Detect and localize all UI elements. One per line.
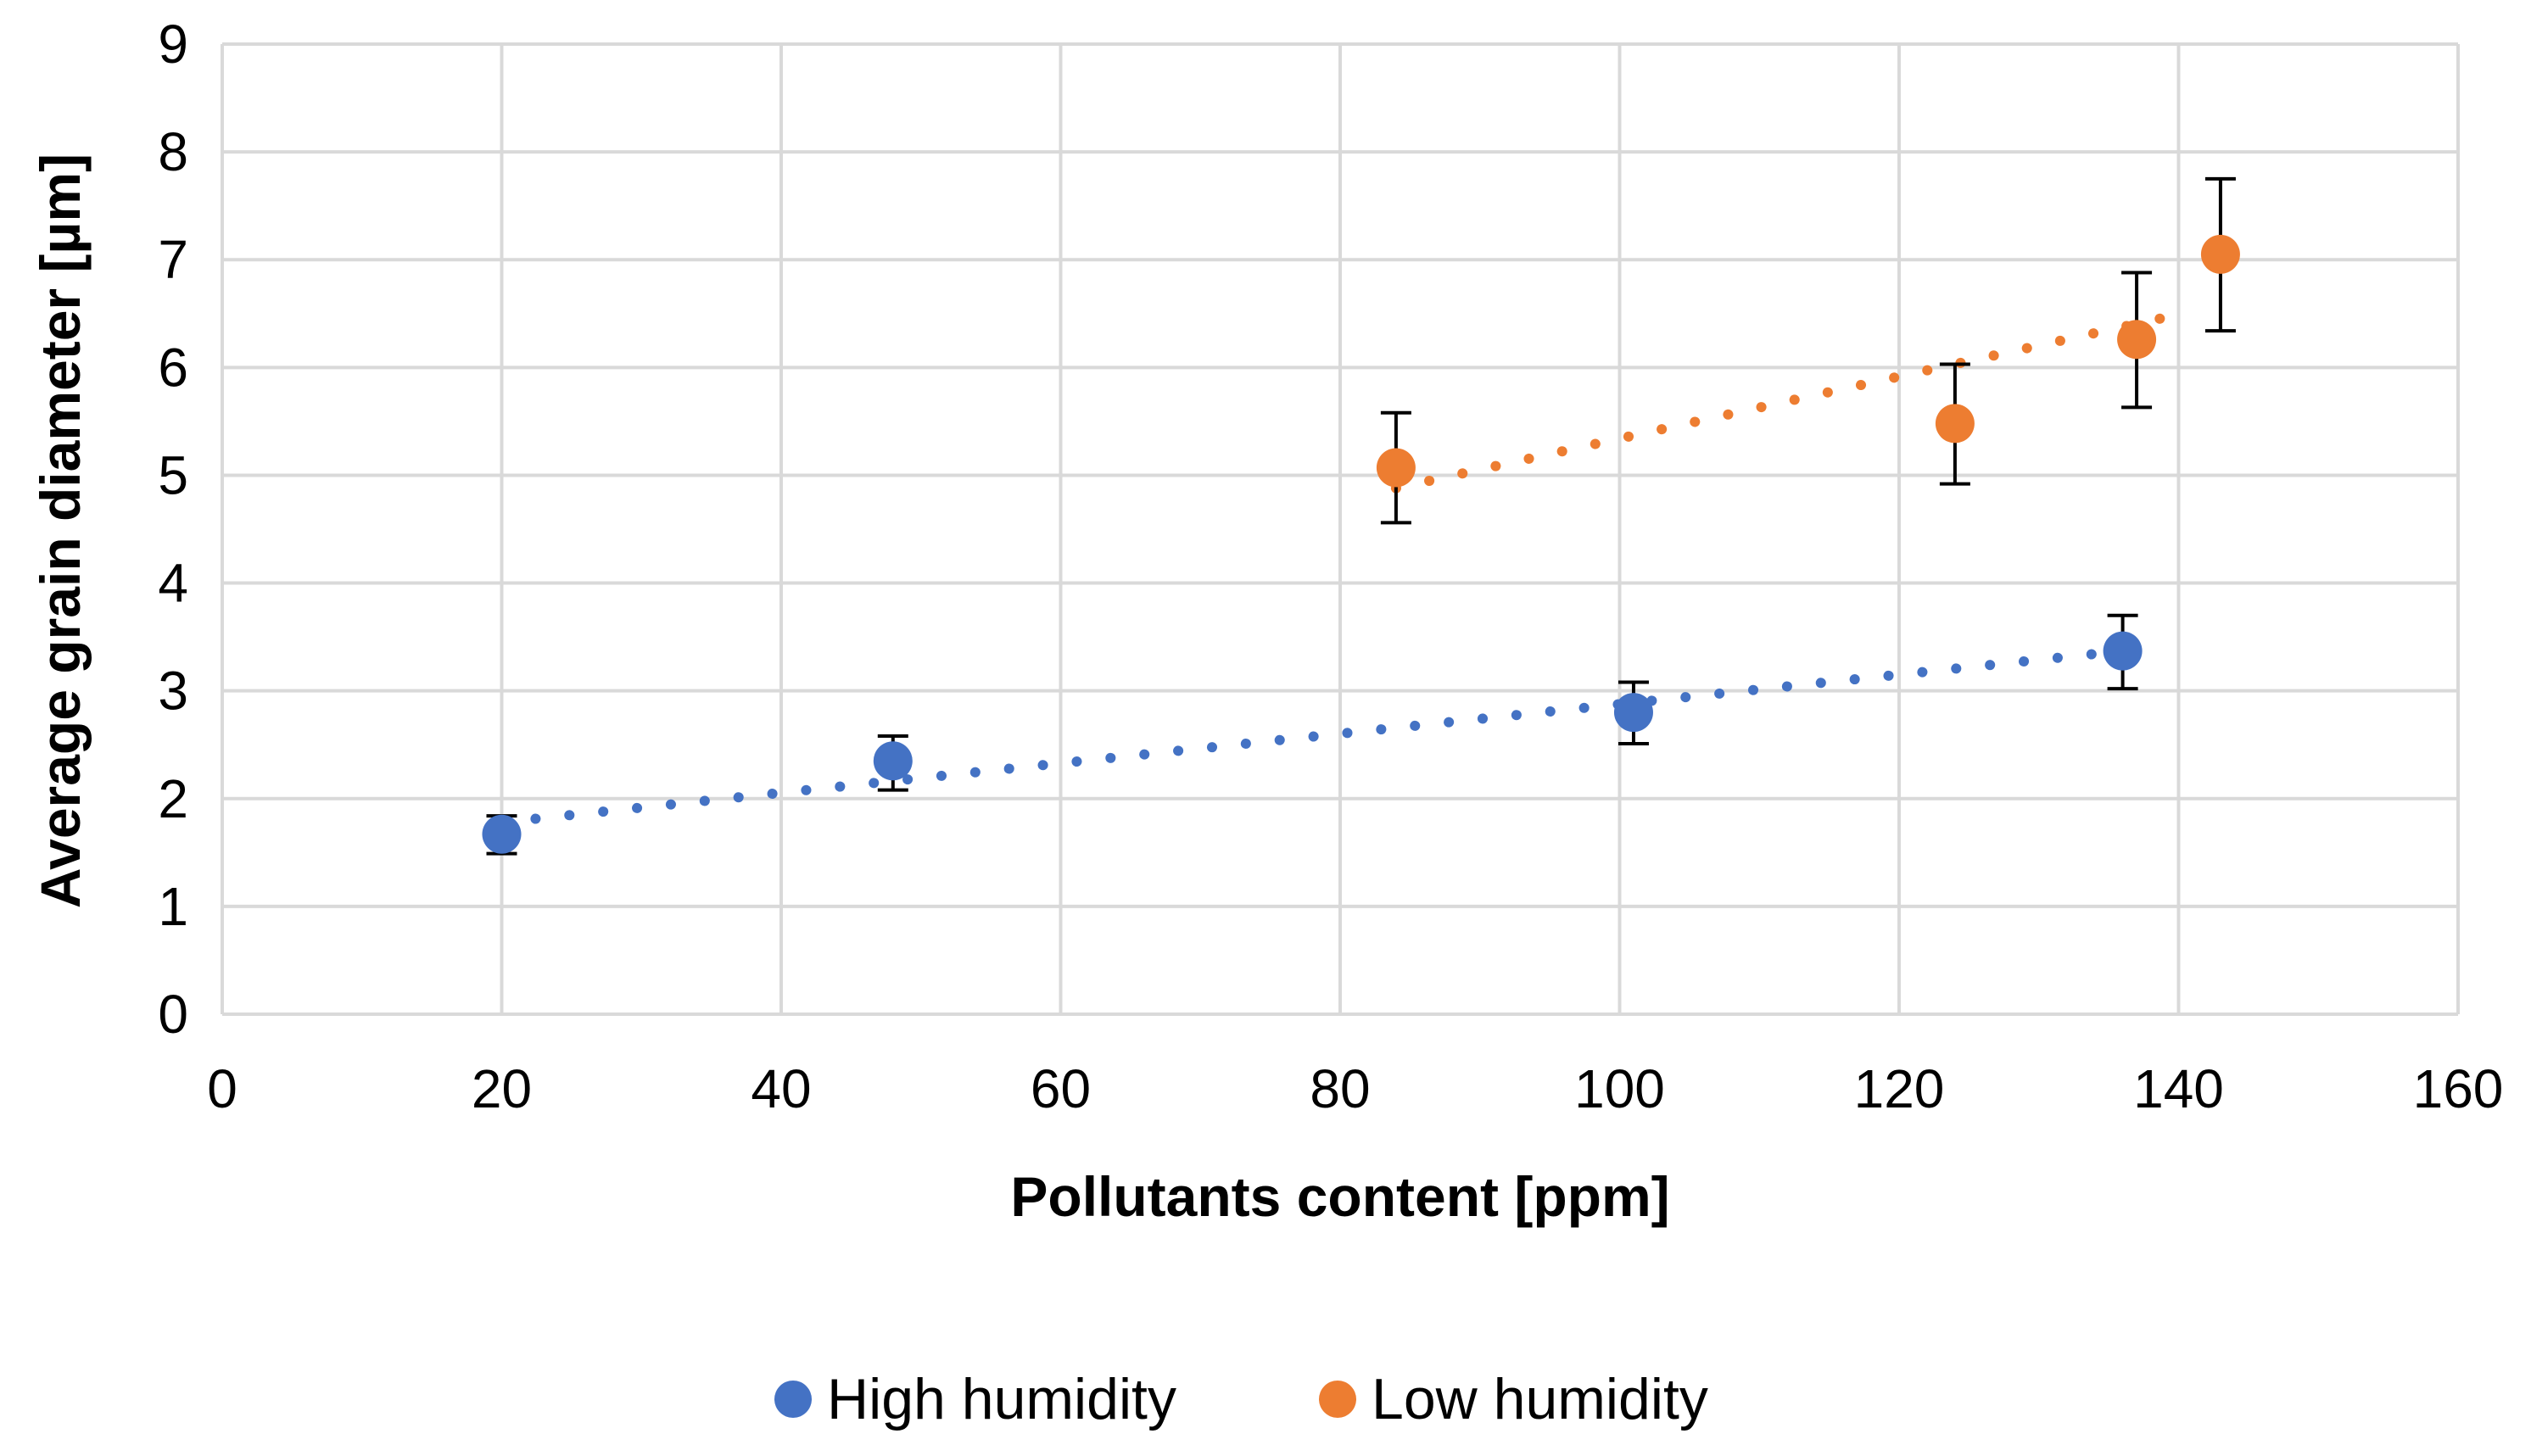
- x-tick-label: 80: [1310, 1058, 1370, 1119]
- x-tick-label: 0: [207, 1058, 237, 1119]
- legend: High humidity Low humidity: [774, 1367, 1708, 1431]
- data-point-high-humidity: [2103, 631, 2143, 671]
- y-tick-label: 5: [158, 444, 188, 505]
- data-point-high-humidity: [1613, 693, 1653, 733]
- x-tick-label: 20: [472, 1058, 532, 1119]
- y-axis-title: Average grain diameter [µm]: [29, 153, 92, 908]
- y-tick-label: 9: [158, 14, 188, 75]
- tick-labels: 0 1 2 3 4 5 6 7 8 9 0 20 40 60 80 100 120 140 160: [158, 14, 2503, 1119]
- legend-marker-high-humidity: [774, 1381, 812, 1418]
- x-axis-title: Pollutants content [ppm]: [1010, 1165, 1669, 1228]
- axes: [221, 44, 2458, 1016]
- x-tick-label: 120: [1854, 1058, 1945, 1119]
- trendline-low-humidity: [1390, 306, 2198, 494]
- y-tick-label: 3: [158, 661, 188, 722]
- data-point-low-humidity: [2200, 234, 2240, 274]
- error-bars: [486, 176, 2236, 856]
- trendline-high-humidity: [496, 645, 2128, 828]
- y-tick-label: 2: [158, 768, 188, 829]
- data-point-low-humidity: [2117, 320, 2157, 360]
- y-tick-label: 0: [158, 984, 188, 1045]
- data-point-low-humidity: [1376, 448, 1416, 488]
- data-point-high-humidity: [873, 741, 913, 781]
- y-tick-label: 7: [158, 229, 188, 290]
- trendlines: [496, 306, 2198, 828]
- data-point-high-humidity: [482, 814, 522, 854]
- gridlines: [222, 42, 2460, 1014]
- x-tick-label: 100: [1574, 1058, 1665, 1119]
- x-tick-label: 60: [1031, 1058, 1091, 1119]
- legend-marker-low-humidity: [1319, 1381, 1356, 1418]
- y-tick-label: 6: [158, 337, 188, 398]
- legend-label-low-humidity: Low humidity: [1372, 1367, 1708, 1431]
- x-tick-label: 160: [2413, 1058, 2504, 1119]
- y-tick-label: 1: [158, 876, 188, 937]
- data-point-low-humidity: [1935, 404, 1975, 443]
- y-tick-label: 4: [158, 553, 188, 614]
- x-tick-label: 40: [751, 1058, 811, 1119]
- x-tick-label: 140: [2133, 1058, 2224, 1119]
- legend-label-high-humidity: High humidity: [827, 1367, 1176, 1431]
- y-tick-label: 8: [158, 121, 188, 182]
- data-points: [482, 234, 2240, 854]
